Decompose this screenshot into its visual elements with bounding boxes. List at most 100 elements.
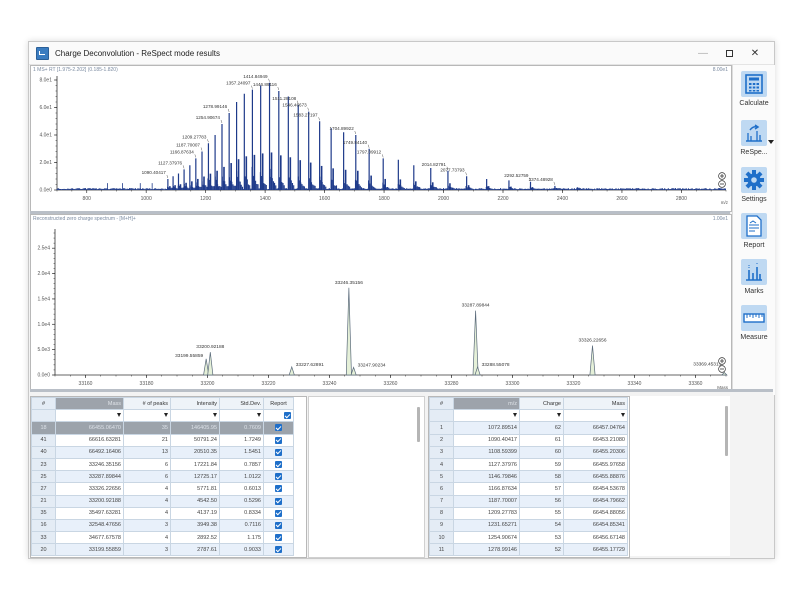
report-cell[interactable] bbox=[264, 446, 294, 458]
report-checkbox[interactable] bbox=[275, 498, 282, 505]
col-header-intensity[interactable]: Intensity bbox=[171, 398, 220, 410]
report-cell[interactable] bbox=[264, 434, 294, 446]
checkbox-checked-icon[interactable] bbox=[284, 412, 291, 419]
ms-spectrum-plot[interactable]: 0.0e0 2.0e1 4.0e1 6.0e1 8.0e1 800 1000 1200 1400… bbox=[31, 66, 731, 211]
charge-states-table[interactable]: # m/z Charge Mass 1 1072.89514 62 66457.047… bbox=[428, 396, 630, 558]
settings-button[interactable]: Settings bbox=[736, 167, 772, 213]
peaks-cell: 13 bbox=[124, 446, 171, 458]
zoom-out-button[interactable] bbox=[719, 366, 726, 373]
report-button[interactable]: Report bbox=[736, 213, 772, 259]
col-header-charge[interactable]: Charge bbox=[520, 398, 564, 410]
mass-peak[interactable] bbox=[346, 288, 351, 375]
report-cell[interactable] bbox=[264, 422, 294, 434]
report-checkbox[interactable] bbox=[275, 510, 282, 517]
table-row[interactable]: 20 33199.55859 3 2787.61 0.9033 bbox=[32, 544, 294, 556]
filter-std-dev[interactable] bbox=[220, 410, 264, 422]
mass-peak[interactable] bbox=[289, 367, 294, 375]
col-header-index[interactable]: # bbox=[32, 398, 56, 410]
filter-report[interactable] bbox=[264, 410, 294, 422]
col-header-num-peaks[interactable]: # of peaks bbox=[124, 398, 171, 410]
close-button[interactable]: ✕ bbox=[742, 42, 768, 64]
report-checkbox[interactable] bbox=[275, 522, 282, 529]
table-row[interactable]: 21 33200.92188 4 4542.50 0.5296 bbox=[32, 495, 294, 507]
respect-button[interactable]: ReSpe... bbox=[736, 120, 772, 166]
report-cell[interactable] bbox=[264, 544, 294, 556]
report-checkbox[interactable] bbox=[275, 449, 282, 456]
minimize-button[interactable]: — bbox=[690, 42, 716, 64]
col-header-std-dev[interactable]: Std.Dev. bbox=[220, 398, 264, 410]
ms-spectrum-chart[interactable]: 0.0e0 2.0e1 4.0e1 6.0e1 8.0e1 800 1000 1200 1400… bbox=[30, 65, 732, 212]
filter-mass[interactable] bbox=[564, 410, 628, 422]
table-row[interactable]: 25 33287.89844 6 12725.17 1.0122 bbox=[32, 471, 294, 483]
filter-icon[interactable] bbox=[117, 413, 121, 417]
filter-mass[interactable] bbox=[56, 410, 124, 422]
mass-peak[interactable] bbox=[590, 346, 595, 375]
zero-charge-spectrum-plot[interactable]: 0.0e0 5.0e3 1.0e4 1.5e4 2.0e4 2.5e4 33160 33180… bbox=[31, 215, 731, 389]
filter-intensity[interactable] bbox=[171, 410, 220, 422]
filter-icon[interactable] bbox=[257, 413, 261, 417]
mass-peak[interactable] bbox=[351, 367, 356, 375]
filter-charge[interactable] bbox=[520, 410, 564, 422]
right-table-scrollbar[interactable] bbox=[725, 406, 728, 456]
col-header-mass[interactable]: Mass bbox=[56, 398, 124, 410]
mass-peak[interactable] bbox=[208, 352, 213, 375]
table-row[interactable]: 23 33246.35156 6 17221.84 0.7857 bbox=[32, 458, 294, 470]
report-checkbox[interactable] bbox=[275, 461, 282, 468]
report-checkbox[interactable] bbox=[275, 424, 282, 431]
table-row[interactable]: 10 1254.90674 53 66456.67148 bbox=[430, 532, 628, 544]
table-row[interactable]: 9 1231.65271 54 66454.85341 bbox=[430, 519, 628, 531]
report-cell[interactable] bbox=[264, 507, 294, 519]
measure-button[interactable]: Measure bbox=[736, 305, 772, 351]
mass-peak[interactable] bbox=[473, 311, 478, 375]
table-row[interactable]: 33 34677.67578 4 2892.52 1.175 bbox=[32, 532, 294, 544]
report-cell[interactable] bbox=[264, 532, 294, 544]
zero-charge-spectrum-chart[interactable]: 0.0e0 5.0e3 1.0e4 1.5e4 2.0e4 2.5e4 33160 33180… bbox=[30, 214, 732, 390]
table-row[interactable]: 18 66455.06470 35 146405.95 0.7609 bbox=[32, 422, 294, 434]
zoom-out-button[interactable] bbox=[719, 181, 726, 188]
mass-peak[interactable] bbox=[722, 372, 727, 375]
table-row[interactable]: 40 66492.16406 13 20510.35 1.5451 bbox=[32, 446, 294, 458]
respect-dropdown-arrow-icon[interactable] bbox=[768, 140, 774, 144]
filter-icon[interactable] bbox=[621, 413, 625, 417]
filter-icon[interactable] bbox=[557, 413, 561, 417]
maximize-button[interactable] bbox=[716, 42, 742, 64]
filter-icon[interactable] bbox=[164, 413, 168, 417]
filter-mz[interactable] bbox=[454, 410, 520, 422]
details-scrollbar[interactable] bbox=[417, 407, 420, 442]
report-cell[interactable] bbox=[264, 495, 294, 507]
table-row[interactable]: 7 1187.70007 56 66454.79662 bbox=[430, 495, 628, 507]
filter-peaks[interactable] bbox=[124, 410, 171, 422]
report-cell[interactable] bbox=[264, 519, 294, 531]
table-row[interactable]: 1 1072.89514 62 66457.04764 bbox=[430, 422, 628, 434]
report-checkbox[interactable] bbox=[275, 546, 282, 553]
table-row[interactable]: 16 32548.47656 3 3949.38 0.7116 bbox=[32, 519, 294, 531]
deconvoluted-masses-table[interactable]: # Mass # of peaks Intensity Std.Dev. Rep… bbox=[30, 396, 307, 558]
col-header-mz[interactable]: m/z bbox=[454, 398, 520, 410]
table-row[interactable]: 4 1127.37976 59 66455.97658 bbox=[430, 458, 628, 470]
table-row[interactable]: 5 1146.79846 58 66455.88876 bbox=[430, 471, 628, 483]
report-cell[interactable] bbox=[264, 483, 294, 495]
filter-icon[interactable] bbox=[513, 413, 517, 417]
col-header-index[interactable]: # bbox=[430, 398, 454, 410]
report-cell[interactable] bbox=[264, 471, 294, 483]
table-row[interactable]: 3 1108.59399 60 66455.20306 bbox=[430, 446, 628, 458]
filter-icon[interactable] bbox=[213, 413, 217, 417]
calculate-button[interactable]: Calculate bbox=[736, 71, 772, 117]
report-checkbox[interactable] bbox=[275, 437, 282, 444]
table-row[interactable]: 2 1090.40417 61 66453.21080 bbox=[430, 434, 628, 446]
table-row[interactable]: 8 1209.27783 55 66454.88056 bbox=[430, 507, 628, 519]
zoom-in-button[interactable] bbox=[719, 173, 726, 180]
col-header-report[interactable]: Report bbox=[264, 398, 294, 410]
report-checkbox[interactable] bbox=[275, 534, 282, 541]
marks-button[interactable]: Marks bbox=[736, 259, 772, 305]
zoom-in-button[interactable] bbox=[719, 358, 726, 365]
table-row[interactable]: 6 1166.87634 57 66454.53678 bbox=[430, 483, 628, 495]
report-checkbox[interactable] bbox=[275, 485, 282, 492]
table-row[interactable]: 41 66616.63281 21 50791.24 1.7249 bbox=[32, 434, 294, 446]
report-checkbox[interactable] bbox=[275, 473, 282, 480]
col-header-mass[interactable]: Mass bbox=[564, 398, 628, 410]
table-row[interactable]: 11 1278.99146 52 66455.17729 bbox=[430, 544, 628, 556]
report-cell[interactable] bbox=[264, 458, 294, 470]
table-row[interactable]: 27 33326.22656 4 5771.81 0.6013 bbox=[32, 483, 294, 495]
table-row[interactable]: 35 35497.63281 4 4137.19 0.8334 bbox=[32, 507, 294, 519]
